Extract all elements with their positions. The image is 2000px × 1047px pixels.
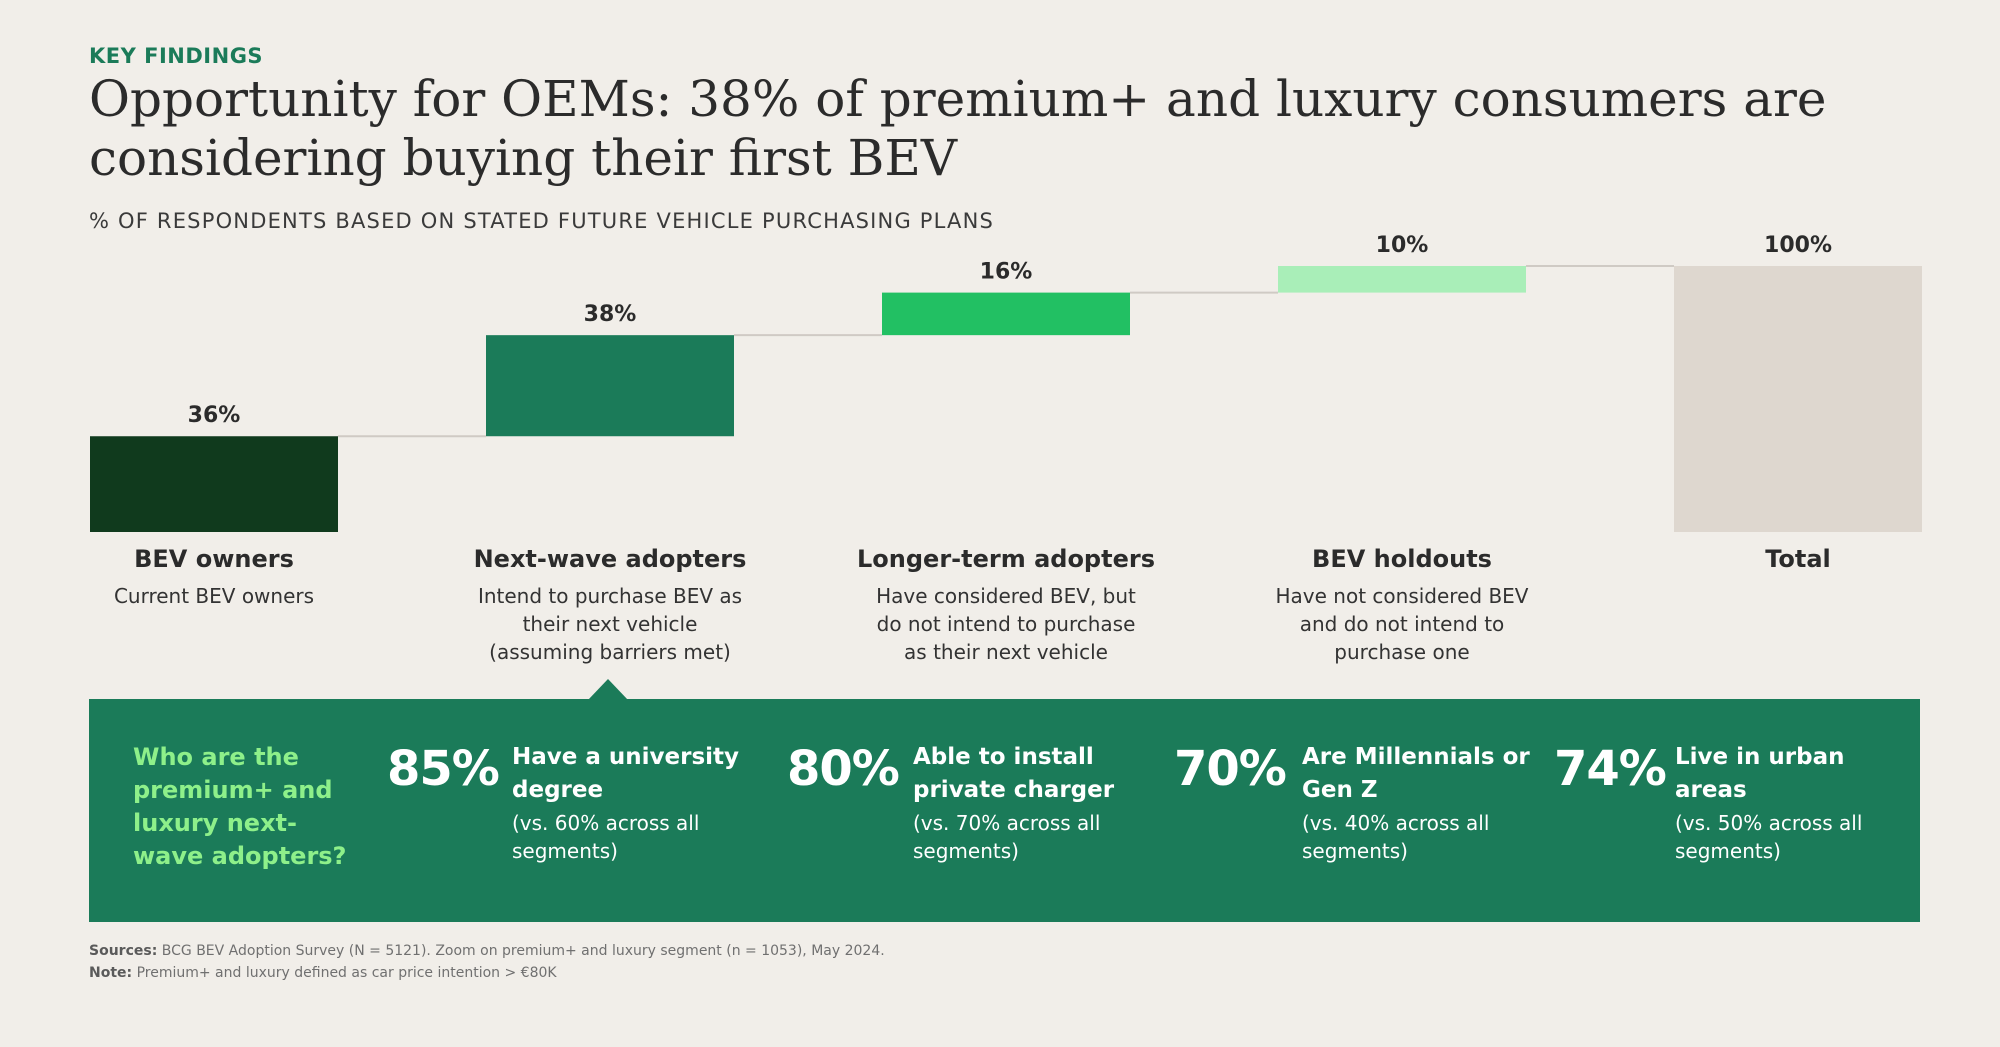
stat-comparison: (vs. 70% across all segments) [913, 811, 1101, 863]
category-label: Next-wave adopters [473, 545, 747, 573]
sources-label: Sources: [89, 943, 158, 959]
sources-text: BCG BEV Adoption Survey (N = 5121). Zoom… [161, 943, 885, 959]
note-label: Note: [89, 965, 133, 981]
category-description: Have considered BEV, but do not intend t… [876, 584, 1136, 664]
bar-next-wave-adopters [486, 335, 734, 437]
stat-value: 80% [787, 741, 900, 797]
stat-headline: Able to install private charger [913, 744, 1115, 803]
stat-comparison: (vs. 50% across all segments) [1675, 811, 1863, 863]
bar-longer-term-adopters [882, 292, 1130, 336]
adopter-profile-panel: Who are the premium+ and luxury next-wav… [89, 699, 1920, 922]
bar-bev-owners [90, 436, 338, 532]
stat-comparison: (vs. 40% across all segments) [1302, 811, 1490, 863]
footnotes: Sources: BCG BEV Adoption Survey (N = 51… [89, 940, 885, 984]
chart-subtitle: % OF RESPONDENTS BASED ON STATED FUTURE … [89, 209, 995, 233]
bar-bev-holdouts [1278, 266, 1526, 293]
category-label: Total [1765, 545, 1831, 573]
category-description: Current BEV owners [113, 584, 315, 608]
stat-headline: Are Millennials or Gen Z [1302, 744, 1530, 803]
stat-value: 70% [1174, 741, 1287, 797]
panel-question: Who are the premium+ and luxury next-wav… [133, 743, 347, 870]
note-line: Note: Premium+ and luxury defined as car… [89, 962, 885, 984]
bar-value-label: 16% [980, 260, 1033, 285]
page-title: Opportunity for OEMs: 38% of premium+ an… [89, 70, 1827, 187]
category-label: BEV owners [134, 545, 294, 573]
stat-value: 74% [1554, 741, 1667, 797]
bar-value-label: 100% [1764, 233, 1832, 258]
category-label: BEV holdouts [1312, 545, 1492, 573]
panel-pointer [588, 679, 628, 700]
stat-value: 85% [387, 741, 500, 797]
bar-total [1674, 266, 1922, 532]
bar-value-label: 36% [188, 403, 241, 428]
kicker: KEY FINDINGS [89, 44, 264, 68]
category-label: Longer-term adopters [857, 545, 1155, 573]
stat-comparison: (vs. 60% across all segments) [512, 811, 700, 863]
category-description: Intend to purchase BEV as their next veh… [477, 584, 743, 664]
stat-headline: Live in urban areas [1675, 744, 1845, 803]
waterfall-chart: 36% 38% 16% 10% 100% [90, 233, 1922, 532]
category-description: Have not considered BEV and do not inten… [1275, 584, 1529, 664]
stat-headline: Have a university degree [512, 744, 740, 803]
sources-line: Sources: BCG BEV Adoption Survey (N = 51… [89, 940, 885, 962]
note-text: Premium+ and luxury defined as car price… [136, 965, 557, 981]
bar-value-label: 10% [1376, 233, 1429, 258]
bar-value-label: 38% [584, 302, 637, 327]
